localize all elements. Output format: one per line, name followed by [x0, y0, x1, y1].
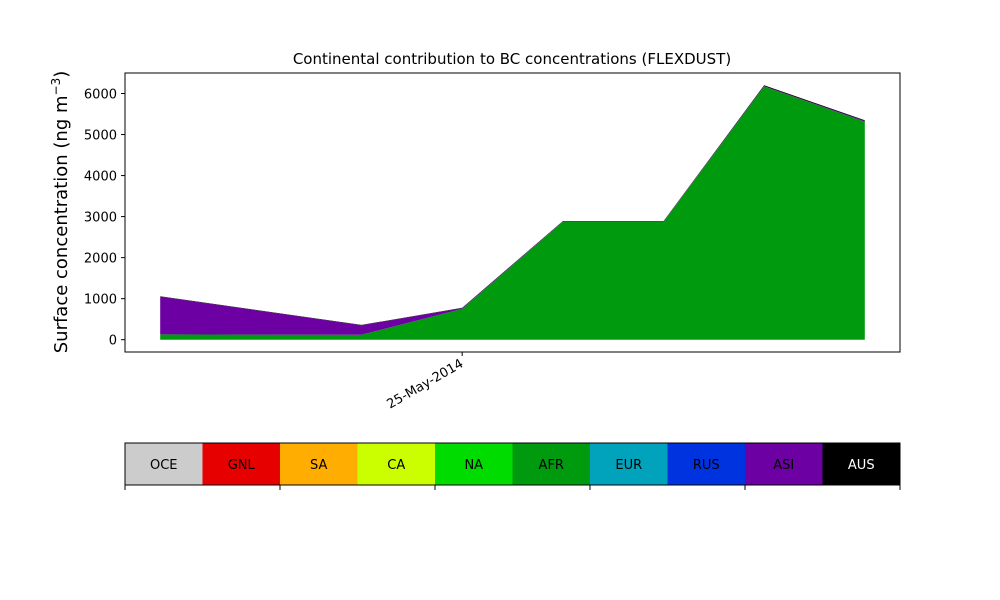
plot-frame	[124, 72, 901, 353]
y-axis-label-sup: −3	[49, 78, 63, 96]
colorbar-label-sa: SA	[310, 458, 327, 473]
colorbar-label-asi: ASI	[773, 458, 794, 473]
colorbar-label-oce: OCE	[150, 458, 178, 473]
y-tick-label: 6000	[84, 88, 117, 103]
colorbar-swatch-ca	[357, 443, 436, 485]
y-tick-label: 3000	[84, 211, 117, 226]
colorbar-swatch-afr	[512, 443, 591, 485]
chart-title: Continental contribution to BC concentra…	[293, 50, 731, 68]
colorbar-swatch-sa	[280, 443, 358, 485]
plot-area	[160, 85, 865, 340]
area-series-afr	[160, 86, 865, 340]
region-colorbar: OCE GNL SA CA NA AFR EUR RUS ASI AUS	[124, 442, 901, 490]
colorbar-label-ca: CA	[387, 458, 405, 473]
y-axis-label: Surface concentration (ng m−3)	[49, 71, 72, 354]
y-tick-label: 1000	[84, 293, 117, 308]
colorbar-swatch-na	[435, 443, 513, 485]
colorbar-label-na: NA	[464, 458, 483, 473]
y-axis: 0 1000 2000 3000 4000 5000 6000	[84, 88, 125, 349]
colorbar-label-gnl: GNL	[228, 458, 256, 473]
y-axis-label-main: Surface concentration (ng m	[51, 95, 72, 353]
area-series-asi	[160, 86, 865, 335]
colorbar-label-afr: AFR	[539, 458, 564, 473]
y-axis-label-close: )	[51, 71, 72, 78]
colorbar-swatch-eur	[590, 443, 668, 485]
colorbar-frame	[124, 442, 901, 486]
x-axis: 25-May-2014	[384, 352, 466, 412]
y-tick-label: 0	[109, 334, 117, 349]
colorbar-swatch-oce	[125, 443, 203, 485]
x-tick-label: 25-May-2014	[384, 356, 466, 412]
y-tick-label: 5000	[84, 129, 117, 144]
colorbar-label-aus: AUS	[848, 458, 875, 473]
colorbar-label-eur: EUR	[615, 458, 642, 473]
y-tick-label: 2000	[84, 252, 117, 267]
y-tick-label: 4000	[84, 170, 117, 185]
colorbar-swatch-asi	[745, 443, 823, 485]
colorbar-swatch-rus	[667, 443, 746, 485]
colorbar-label-rus: RUS	[693, 458, 720, 473]
colorbar-swatch-gnl	[202, 443, 281, 485]
colorbar-swatch-aus	[822, 443, 901, 485]
